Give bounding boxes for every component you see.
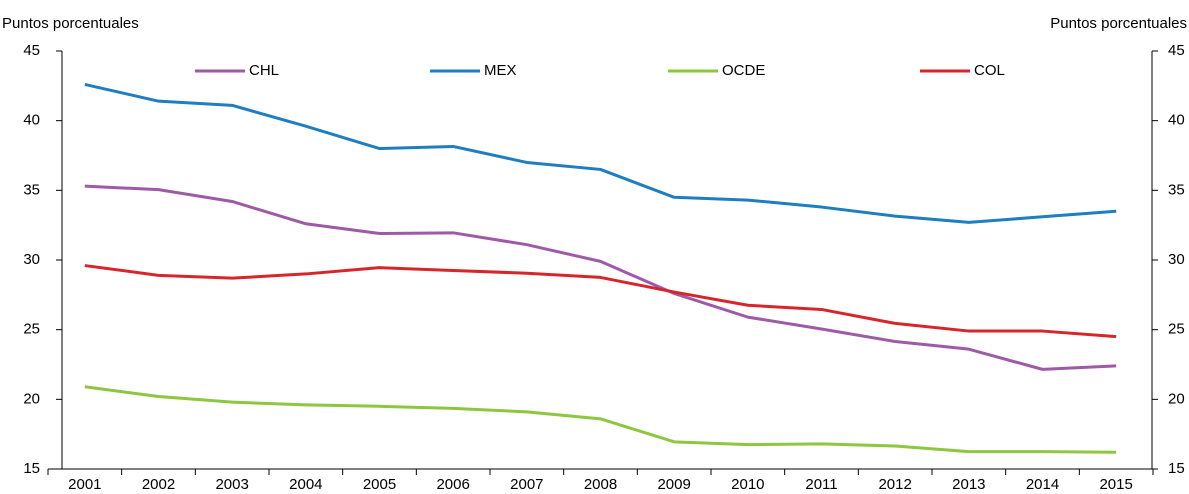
x-tick-label: 2004: [289, 476, 322, 493]
x-tick-label: 2003: [215, 476, 248, 493]
x-tick-label: 2009: [657, 476, 690, 493]
y2-tick-label: 45: [1168, 42, 1185, 59]
x-tick-label: 2012: [878, 476, 911, 493]
x-tick-label: 2014: [1026, 476, 1059, 493]
x-tick-label: 2010: [731, 476, 764, 493]
y-tick-label: 30: [23, 251, 40, 268]
legend-label: MEX: [484, 62, 517, 79]
x-tick-label: 2008: [584, 476, 617, 493]
x-tick-label: 2007: [510, 476, 543, 493]
y-tick-label: 25: [23, 321, 40, 338]
x-tick-label: 2001: [68, 476, 101, 493]
series-line: [84, 385, 1117, 454]
x-tick-label: 2006: [436, 476, 469, 493]
x-tick-label: 2013: [952, 476, 985, 493]
x-tick-label: 2011: [805, 476, 837, 493]
x-tick-label: 2005: [363, 476, 396, 493]
x-tick-label: 2002: [142, 476, 175, 493]
y2-tick-label: 40: [1168, 112, 1185, 129]
series-line: [84, 184, 1117, 371]
y2-tick-label: 20: [1168, 390, 1185, 407]
x-tick-label: 2015: [1099, 476, 1132, 493]
y2-axis-label: Puntos porcentuales: [1050, 15, 1187, 32]
y2-tick-label: 25: [1168, 321, 1185, 338]
y-tick-label: 20: [23, 390, 40, 407]
series-line: [84, 82, 1117, 224]
legend-label: CHL: [249, 62, 279, 79]
legend-label: OCDE: [722, 62, 765, 79]
y-tick-label: 15: [23, 460, 40, 477]
y2-tick-label: 15: [1168, 460, 1185, 477]
y-axis-label: Puntos porcentuales: [2, 15, 139, 32]
y2-tick-label: 30: [1168, 251, 1185, 268]
y-tick-label: 45: [23, 42, 40, 59]
y-tick-label: 40: [23, 112, 40, 129]
legend-label: COL: [974, 62, 1005, 79]
series-line: [84, 264, 1117, 339]
y-tick-label: 35: [23, 181, 40, 198]
y2-tick-label: 35: [1168, 181, 1185, 198]
